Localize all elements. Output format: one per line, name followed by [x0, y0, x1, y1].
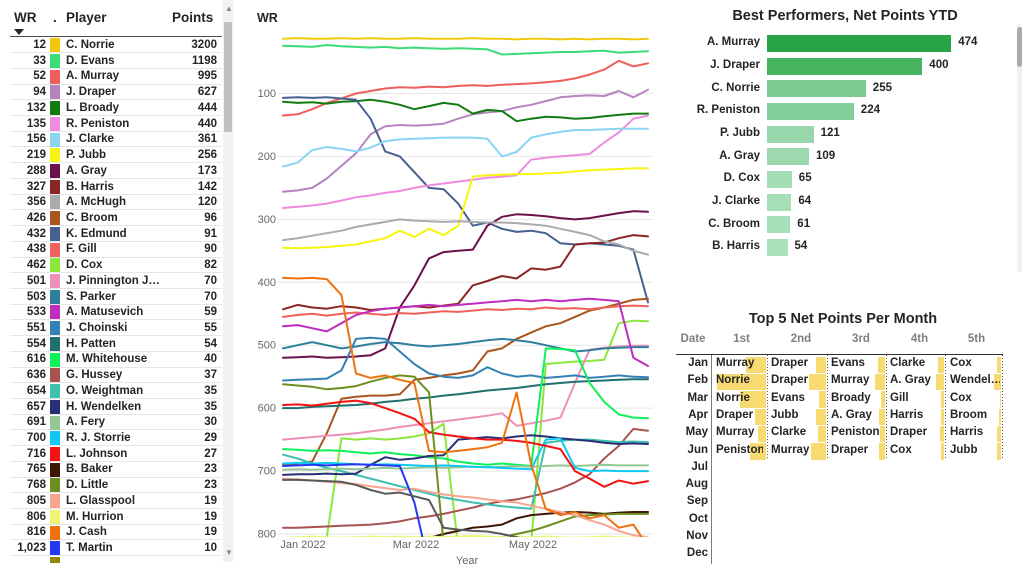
svg-text:200: 200: [258, 151, 276, 163]
svg-text:600: 600: [258, 403, 276, 415]
svg-text:WR: WR: [257, 11, 278, 25]
svg-text:300: 300: [258, 214, 276, 226]
svg-text:500: 500: [258, 340, 276, 352]
svg-text:Jan 2022: Jan 2022: [280, 539, 325, 551]
svg-text:100: 100: [258, 88, 276, 100]
svg-text:400: 400: [258, 277, 276, 289]
svg-text:800: 800: [258, 529, 276, 541]
svg-text:Year: Year: [456, 555, 479, 567]
svg-text:May 2022: May 2022: [509, 539, 557, 551]
svg-text:Mar 2022: Mar 2022: [393, 539, 439, 551]
svg-text:700: 700: [258, 466, 276, 478]
